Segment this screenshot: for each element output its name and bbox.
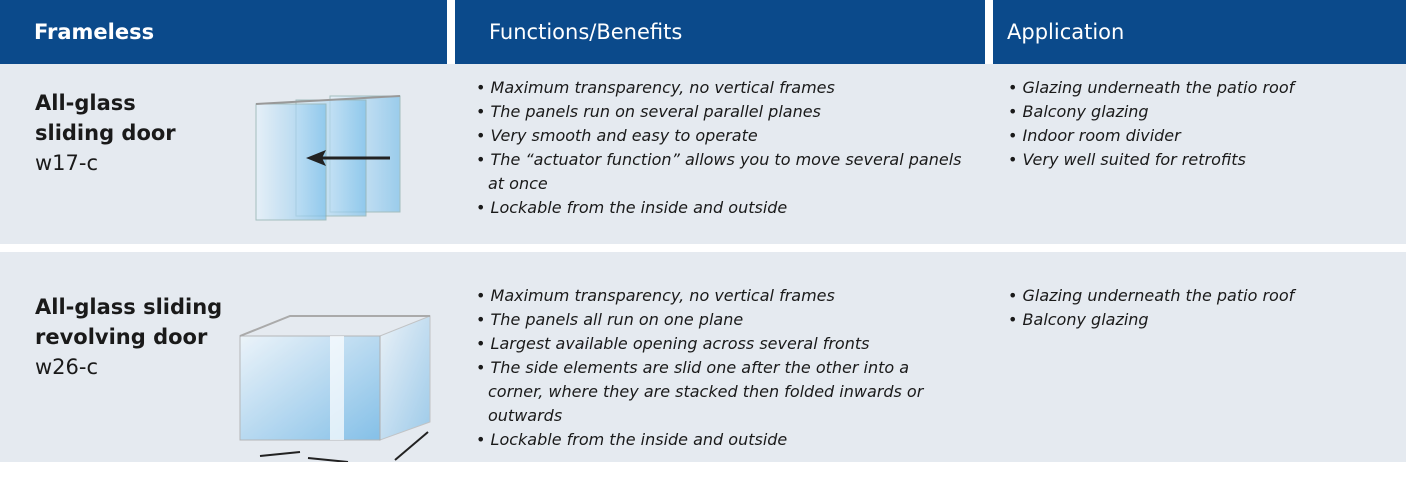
applications-list: Glazing underneath the patio roofBalcony… [1008,284,1398,332]
product-code: w17-c [35,151,99,175]
product-name: All-glass sliding door w17-c [35,88,176,178]
list-item: Balcony glazing [1008,308,1398,332]
illustration [255,95,401,221]
name-line: All-glass sliding [35,295,223,319]
list-item: The “actuator function” allows you to mo… [476,148,966,196]
illustration [239,315,431,462]
benefits-list: Maximum transparency, no vertical frames… [476,76,966,220]
benefits-list: Maximum transparency, no vertical frames… [476,284,956,452]
header-cell: Functions/Benefits [455,0,985,64]
product-name: All-glass sliding revolving door w26-c [35,292,222,382]
name-line: All-glass [35,91,136,115]
list-item: Maximum transparency, no vertical frames [476,76,966,100]
name-line: sliding door [35,121,176,145]
list-item: Maximum transparency, no vertical frames [476,284,956,308]
list-item: Lockable from the inside and outside [476,428,956,452]
list-item: Balcony glazing [1008,100,1398,124]
list-item: The panels all run on one plane [476,308,956,332]
list-item: Glazing underneath the patio roof [1008,76,1398,100]
list-item: Very well suited for retrofits [1008,148,1398,172]
header-cell: Application [993,0,1406,64]
applications-list: Glazing underneath the patio roofBalcony… [1008,76,1398,172]
list-item: Very smooth and easy to operate [476,124,966,148]
table-row: All-glass sliding revolving door w26-c Max… [0,252,1406,462]
list-item: Glazing underneath the patio roof [1008,284,1398,308]
table-row: All-glass sliding door w17-c Maximum trans… [0,64,1406,244]
name-line: revolving door [35,325,208,349]
list-item: The side elements are slid one after the… [476,356,956,428]
list-item: Largest available opening across several… [476,332,956,356]
list-item: Indoor room divider [1008,124,1398,148]
header-cell: Frameless [0,0,447,64]
list-item: The panels run on several parallel plane… [476,100,966,124]
product-code: w26-c [35,355,99,379]
list-item: Lockable from the inside and outside [476,196,966,220]
